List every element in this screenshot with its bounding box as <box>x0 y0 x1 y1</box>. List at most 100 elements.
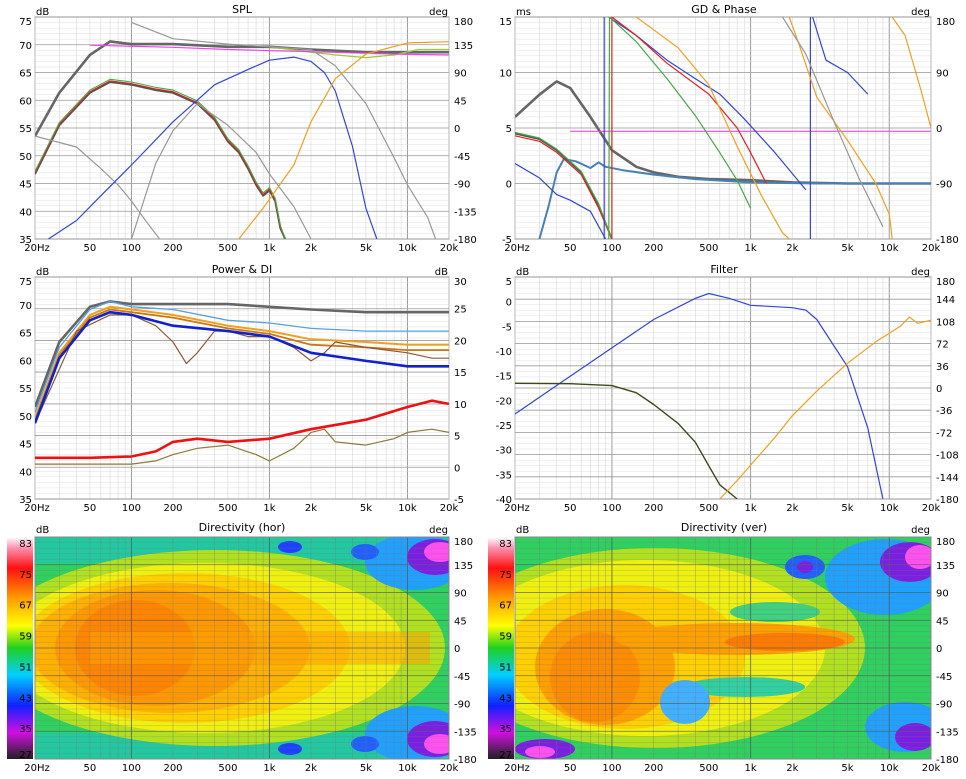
series-line <box>35 300 449 408</box>
y2-tick-label: 36 <box>936 362 949 373</box>
y-tick-label: 45 <box>19 440 32 451</box>
series-line <box>89 44 449 56</box>
y-tick-label: 70 <box>19 301 32 312</box>
y2-tick-label: 180 <box>454 537 473 548</box>
y2-tick-label: 0 <box>454 463 460 474</box>
filter-left-unit: dB <box>516 267 529 278</box>
series-line <box>35 80 286 239</box>
y-tick-label: 65 <box>19 329 32 340</box>
y2-tick-label: -72 <box>936 428 952 439</box>
directivity-hor-color-scale <box>7 537 33 759</box>
y2-tick-label: 90 <box>454 69 467 80</box>
gd-phase-title: GD & Phase <box>691 3 757 16</box>
y2-tick-label: 180 <box>454 17 473 28</box>
y2-tick-label: 108 <box>936 317 955 328</box>
directivity-hor-scale-ticks: 83 75 67 59 51 43 35 27 <box>19 539 32 761</box>
power-di-title: Power & DI <box>212 263 273 276</box>
y-tick-label: -5 <box>502 322 512 333</box>
y-tick-label: 55 <box>19 384 32 395</box>
series-line <box>35 310 449 424</box>
x-tick-label: 1k <box>263 243 275 254</box>
y2-tick-label: -108 <box>936 451 959 462</box>
x-tick-label: 5k <box>841 243 853 254</box>
series-line <box>35 78 286 239</box>
directivity-ver-x-ticks: 20Hz 50 100 200 500 1k 2k 5k 10k 20k <box>504 763 940 774</box>
y2-tick-label: 30 <box>454 277 467 288</box>
series-line <box>608 17 752 239</box>
x-tick-label: 20k <box>922 503 941 514</box>
x-tick-label: 50 <box>84 503 97 514</box>
x-tick-label: 5k <box>841 503 853 514</box>
scale-tick-label: 75 <box>499 570 512 581</box>
y2-tick-label: -180 <box>936 235 959 246</box>
x-tick-label: 2k <box>786 763 798 774</box>
y2-tick-label: -180 <box>454 235 477 246</box>
series-line <box>515 135 613 239</box>
x-tick-label: 20k <box>922 243 941 254</box>
y2-tick-label: -135 <box>936 727 959 738</box>
x-tick-label: 50 <box>84 243 97 254</box>
gd-phase-left-unit: ms <box>516 7 531 18</box>
x-tick-label: 2k <box>305 763 317 774</box>
x-tick-label: 10k <box>398 243 417 254</box>
x-tick-label: 50 <box>564 763 577 774</box>
gd-phase-series <box>515 17 931 239</box>
series-line <box>48 56 378 239</box>
y-tick-label: 10 <box>499 69 512 80</box>
y-tick-label: 0 <box>506 180 512 191</box>
x-tick-label: 200 <box>644 763 663 774</box>
filter-right-ticks: 180 144 108 72 36 0 -36 -72 -108 -144 -180 <box>936 277 959 506</box>
spl-right-ticks: 180 135 90 45 0 -45 -90 -135 -180 <box>454 17 477 246</box>
series-line <box>35 300 449 413</box>
scale-tick-label: 43 <box>499 693 512 704</box>
y2-tick-label: 10 <box>454 400 467 411</box>
x-tick-label: 50 <box>84 763 97 774</box>
spl-x-ticks: 20Hz 50 100 200 500 1k 2k 5k 10k 20k <box>24 243 458 254</box>
x-tick-label: 10k <box>398 763 417 774</box>
x-tick-label: 10k <box>398 503 417 514</box>
series-line <box>611 17 767 239</box>
x-tick-label: 1k <box>745 503 757 514</box>
x-tick-label: 20k <box>440 243 459 254</box>
filter-x-ticks: 20Hz 50 100 200 500 1k 2k 5k 10k 20k <box>504 503 940 514</box>
x-tick-label: 20Hz <box>504 763 530 774</box>
filter-chart: Filter dB deg 50-5-10-15-20-25-30-35-40 … <box>496 263 959 514</box>
y2-tick-label: -90 <box>936 700 952 711</box>
y-tick-label: 75 <box>19 277 32 288</box>
y2-tick-label: 15 <box>454 368 467 379</box>
y2-tick-label: -45 <box>454 152 470 163</box>
directivity-ver-right-unit: deg <box>911 525 930 536</box>
y2-tick-label: 0 <box>454 644 460 655</box>
power-di-left-ticks: 75 70 65 60 55 50 45 40 35 <box>19 277 32 506</box>
y2-tick-label: 135 <box>936 561 955 572</box>
series-line <box>891 17 931 129</box>
scale-tick-label: 27 <box>499 750 512 761</box>
spl-right-unit: deg <box>429 7 448 18</box>
y2-tick-label: -144 <box>936 473 959 484</box>
y2-tick-label: 135 <box>454 41 473 52</box>
gd-phase-grid <box>514 16 932 240</box>
power-di-left-unit: dB <box>36 267 49 278</box>
y-tick-label: 60 <box>19 96 32 107</box>
y-tick-label: 40 <box>19 207 32 218</box>
scale-tick-label: 27 <box>19 750 32 761</box>
series-line <box>515 132 613 239</box>
series-line <box>635 17 790 239</box>
y2-tick-label: 0 <box>936 384 942 395</box>
series-line <box>130 102 312 239</box>
scale-tick-label: 59 <box>19 632 32 643</box>
scale-tick-label: 75 <box>19 570 32 581</box>
y2-tick-label: 45 <box>454 616 467 627</box>
x-tick-label: 20Hz <box>24 243 50 254</box>
x-tick-label: 2k <box>786 503 798 514</box>
x-tick-label: 200 <box>163 763 182 774</box>
x-tick-label: 20Hz <box>24 763 50 774</box>
y-tick-label: 60 <box>19 356 32 367</box>
x-tick-label: 5k <box>360 763 372 774</box>
y2-tick-label: 5 <box>454 432 460 443</box>
series-line <box>35 305 449 419</box>
x-tick-label: 5k <box>360 503 372 514</box>
filter-left-ticks: 5 0 -5 -10 -15 -20 -25 -30 -35 -40 <box>496 277 512 506</box>
